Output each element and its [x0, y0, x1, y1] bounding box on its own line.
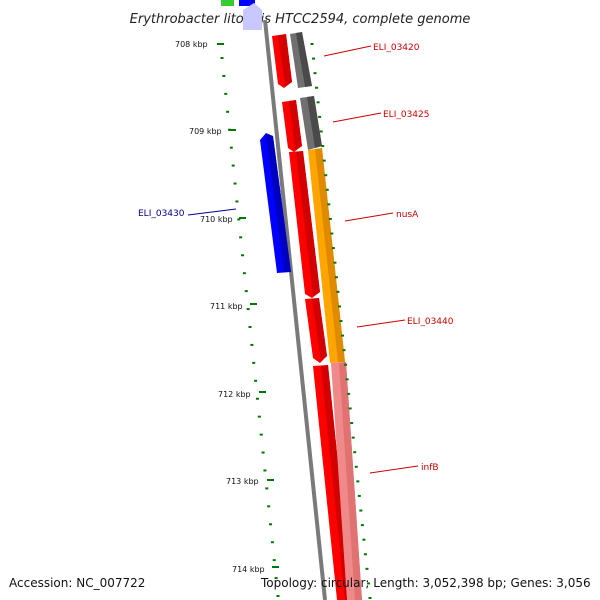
leader-eli-03430 — [187, 208, 237, 216]
tick-label-712: 712 kbp — [218, 390, 251, 399]
tick-label-713: 713 kbp — [226, 477, 259, 486]
partial-gene-blue-top — [239, 0, 255, 6]
map-title: Erythrobacter litoralis HTCC2594, comple… — [130, 12, 471, 27]
gene-label-nusa: nusA — [396, 210, 419, 220]
leader-eli-03440 — [356, 319, 406, 328]
ruler-minor-ticks-left — [220, 57, 280, 597]
partial-gene-lilac — [243, 3, 262, 30]
gene-label-eli-03420: ELI_03420 — [373, 43, 420, 53]
gene-label-eli-03425: ELI_03425 — [383, 110, 430, 120]
genome-summary-text: Topology: circular; Length: 3,052,398 bp… — [261, 576, 591, 590]
gene-eli-03440-shade — [312, 298, 327, 361]
gene-eli-03420-shade — [278, 34, 292, 86]
cds-orange-shade — [315, 148, 345, 362]
leader-nusa — [344, 212, 394, 222]
leader-infb — [369, 465, 419, 474]
partial-gene-green — [221, 0, 234, 6]
leader-eli-03425 — [332, 112, 382, 123]
gene-eli-03430-shade — [266, 134, 291, 272]
leader-eli-03420 — [323, 45, 372, 57]
genome-backbone — [263, 19, 327, 600]
cds-gray-2-shade — [307, 96, 322, 148]
tick-label-710: 710 kbp — [200, 215, 233, 224]
cds-pink-shade — [339, 362, 362, 600]
tick-label-711: 711 kbp — [210, 302, 243, 311]
gene-label-eli-03430: ELI_03430 — [138, 209, 185, 219]
gene-nusa-red-shade — [296, 151, 320, 296]
gene-label-eli-03440: ELI_03440 — [407, 317, 454, 327]
cds-gray-1-shade — [296, 32, 312, 87]
gene-label-infb: infB — [421, 463, 439, 473]
tick-label-709: 709 kbp — [189, 127, 222, 136]
tick-label-714: 714 kbp — [232, 565, 265, 574]
ruler-minor-ticks-right — [310, 43, 372, 599]
gene-eli-03425-shade — [289, 100, 302, 150]
tick-label-708: 708 kbp — [175, 40, 208, 49]
ruler-major-ticks — [217, 43, 279, 568]
accession-text: Accession: NC_007722 — [9, 576, 146, 590]
